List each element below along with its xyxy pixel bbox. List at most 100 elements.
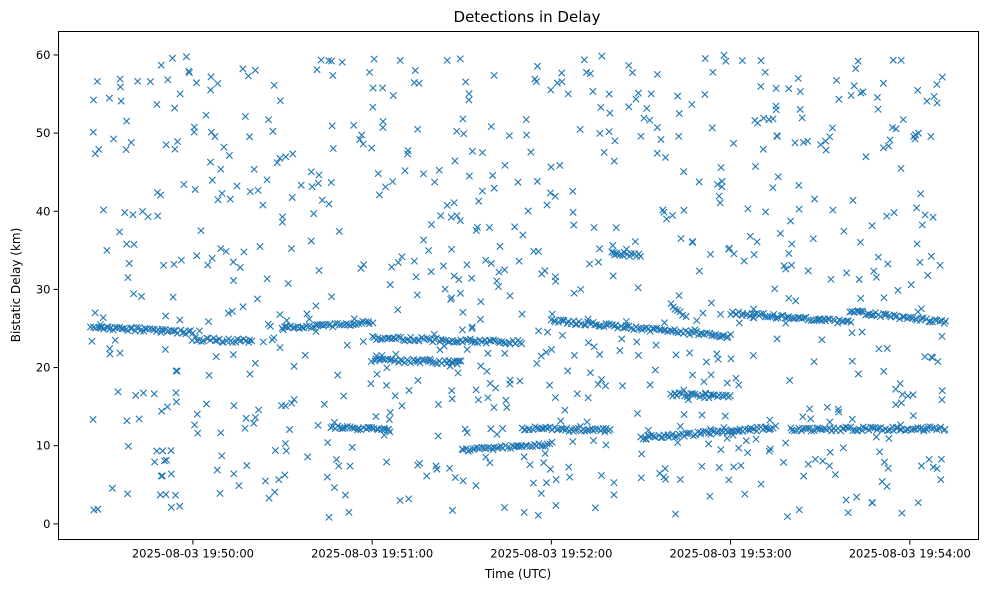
data-point-x-marker <box>89 415 97 424</box>
data-point-x-marker <box>600 148 608 156</box>
data-point-x-marker <box>625 103 633 111</box>
data-point-x-marker <box>451 157 459 165</box>
data-point-x-marker <box>338 58 346 66</box>
data-point-x-marker <box>375 191 384 199</box>
data-point-x-marker <box>819 457 827 465</box>
data-point-x-marker <box>501 161 509 169</box>
data-point-x-marker <box>472 386 480 394</box>
data-point-x-marker <box>463 428 471 437</box>
data-point-x-marker <box>940 319 948 327</box>
data-point-x-marker <box>818 336 826 344</box>
data-point-x-marker <box>653 123 661 132</box>
data-point-x-marker <box>744 205 752 213</box>
data-point-x-marker <box>328 122 336 130</box>
data-point-x-marker <box>698 411 706 419</box>
data-point-x-marker <box>328 293 336 301</box>
data-point-x-marker <box>716 199 724 207</box>
data-point-x-marker <box>197 227 205 235</box>
y-tick-label: 10 <box>36 439 51 453</box>
data-point-x-marker <box>923 97 931 105</box>
data-point-x-marker <box>761 208 770 216</box>
data-point-x-marker <box>318 196 326 204</box>
data-point-x-marker <box>153 447 161 455</box>
data-point-x-marker <box>884 464 892 472</box>
data-point-x-marker <box>622 321 630 330</box>
data-point-x-marker <box>457 357 465 365</box>
data-point-x-marker <box>214 196 222 204</box>
data-point-x-marker <box>586 69 595 78</box>
data-point-x-marker <box>537 489 545 497</box>
data-point-x-marker <box>634 351 643 359</box>
data-point-x-marker <box>699 427 707 436</box>
data-point-x-marker <box>360 261 368 269</box>
data-point-x-marker <box>715 192 723 200</box>
data-point-x-marker <box>706 492 714 500</box>
data-point-x-marker <box>749 351 757 360</box>
data-point-x-marker <box>570 289 578 297</box>
data-point-x-marker <box>153 188 162 197</box>
data-point-x-marker <box>125 259 133 267</box>
data-point-x-marker <box>463 261 471 269</box>
data-point-x-marker <box>810 195 819 203</box>
data-point-x-marker <box>675 291 683 300</box>
data-point-x-marker <box>340 392 348 400</box>
data-point-x-marker <box>839 444 847 452</box>
data-point-x-marker <box>382 458 391 466</box>
data-point-x-marker <box>116 83 125 91</box>
data-point-x-marker <box>379 84 387 92</box>
data-point-x-marker <box>150 390 158 398</box>
data-point-x-marker <box>461 425 469 433</box>
data-point-x-marker <box>454 369 462 377</box>
data-point-x-marker <box>474 396 483 404</box>
data-point-x-marker <box>168 54 177 62</box>
data-point-x-marker <box>879 144 888 152</box>
data-point-x-marker <box>346 462 354 470</box>
data-point-x-marker <box>411 66 419 75</box>
data-point-x-marker <box>455 357 463 365</box>
data-point-x-marker <box>569 208 577 216</box>
data-point-x-marker <box>401 167 409 175</box>
data-point-x-marker <box>804 460 812 468</box>
data-point-x-marker <box>132 391 140 400</box>
plot-frame <box>58 31 979 540</box>
data-point-x-marker <box>144 213 152 221</box>
data-point-x-marker <box>633 409 642 418</box>
x-tick-label: 2025-08-03 19:51:00 <box>311 547 433 561</box>
data-points <box>86 51 950 521</box>
data-point-x-marker <box>858 328 866 336</box>
data-point-x-marker <box>332 455 341 464</box>
data-point-x-marker <box>228 307 236 315</box>
data-point-x-marker <box>357 264 365 272</box>
data-point-x-marker <box>185 327 193 335</box>
data-point-x-marker <box>488 171 497 180</box>
data-point-x-marker <box>346 423 354 431</box>
data-point-x-marker <box>369 319 377 327</box>
data-point-x-marker <box>356 135 364 144</box>
data-point-x-marker <box>705 394 713 402</box>
data-point-x-marker <box>602 441 610 449</box>
data-point-x-marker <box>448 395 456 403</box>
data-point-x-marker <box>251 66 259 74</box>
y-tick-label: 60 <box>36 48 51 62</box>
data-point-x-marker <box>493 430 501 438</box>
data-point-x-marker <box>410 79 418 87</box>
data-point-x-marker <box>558 69 566 77</box>
data-point-x-marker <box>757 56 765 65</box>
data-point-x-marker <box>180 180 188 188</box>
data-point-x-marker <box>240 248 248 256</box>
data-point-x-marker <box>498 424 507 433</box>
data-point-x-marker <box>728 308 737 316</box>
data-point-x-marker <box>270 81 278 89</box>
data-point-x-marker <box>610 157 618 165</box>
data-point-x-marker <box>380 424 388 432</box>
data-point-x-marker <box>570 351 578 360</box>
data-point-x-marker <box>636 252 645 260</box>
data-point-x-marker <box>766 416 774 424</box>
data-point-x-marker <box>117 97 125 105</box>
data-point-x-marker <box>463 345 471 354</box>
data-point-x-marker <box>677 235 685 243</box>
data-point-x-marker <box>637 474 645 482</box>
data-point-x-marker <box>304 453 312 461</box>
data-point-x-marker <box>459 308 467 316</box>
data-point-x-marker <box>898 390 906 399</box>
